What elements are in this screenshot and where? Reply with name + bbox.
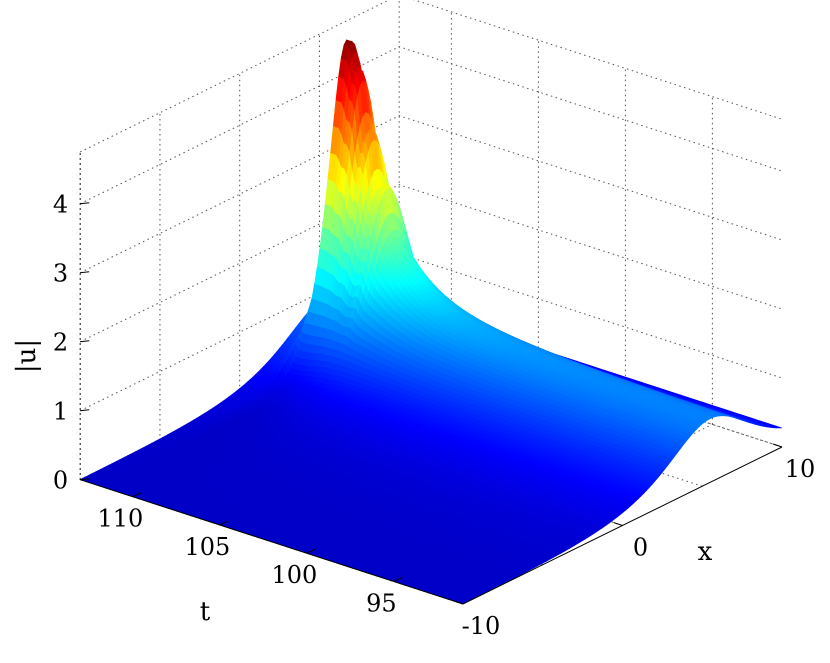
grid-line	[79, 115, 783, 274]
grid-line	[79, 46, 783, 205]
surface	[79, 39, 783, 605]
grid-line	[79, 184, 783, 343]
grid-line	[79, 0, 783, 153]
